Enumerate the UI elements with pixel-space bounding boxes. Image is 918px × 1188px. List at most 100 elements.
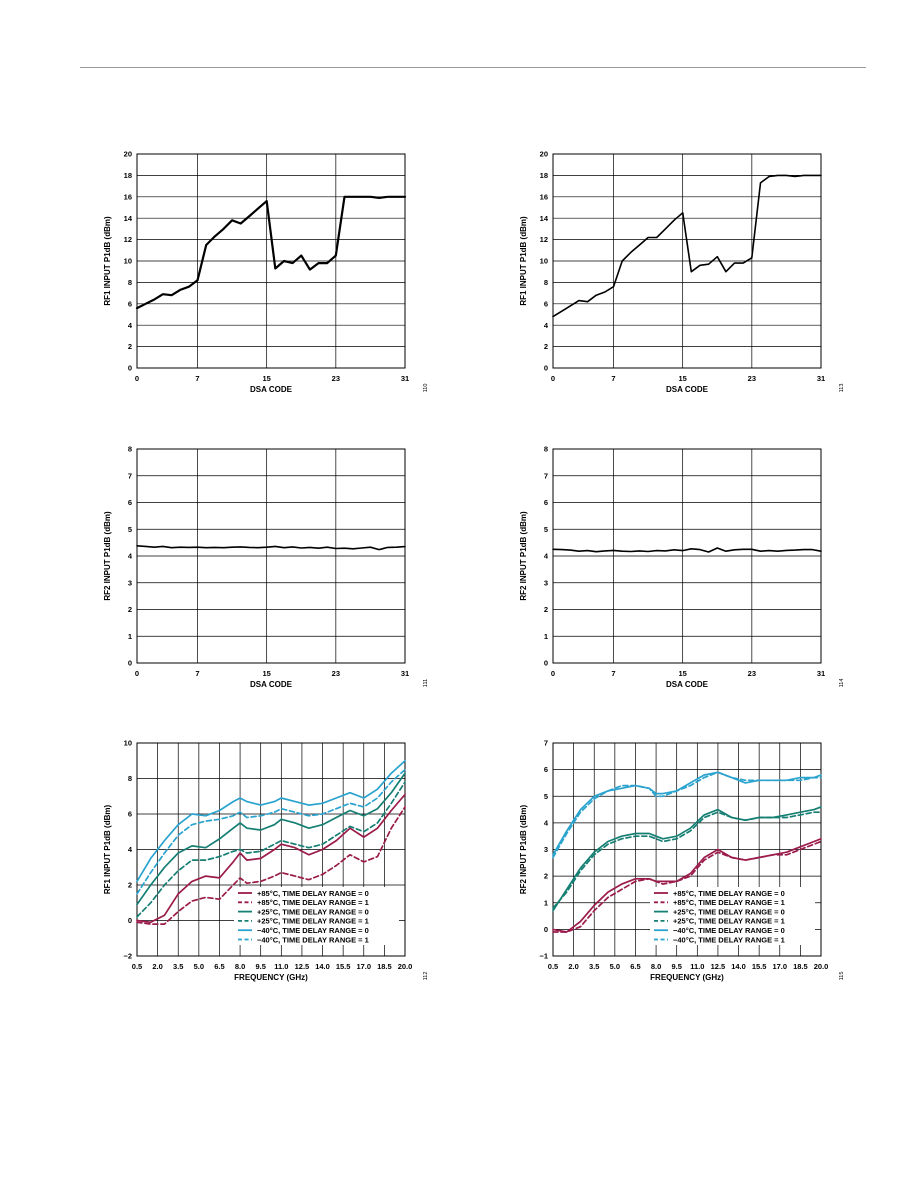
y-tick-label: 18 bbox=[124, 171, 132, 180]
x-tick-label: 18.5 bbox=[377, 962, 392, 971]
x-tick-label: 15.5 bbox=[752, 962, 767, 971]
legend-label: +25°C, TIME DELAY RANGE = 1 bbox=[673, 917, 785, 926]
y-tick-label: 6 bbox=[128, 299, 132, 308]
legend-label: +85°C, TIME DELAY RANGE = 1 bbox=[673, 898, 785, 907]
series-line-3 bbox=[552, 811, 822, 909]
figure-number: 112 bbox=[423, 972, 429, 981]
y-tick-label: 10 bbox=[124, 257, 132, 266]
legend-background bbox=[650, 887, 815, 945]
y-tick-label: 0 bbox=[128, 659, 132, 668]
x-axis-label: DSA CODE bbox=[250, 680, 293, 689]
x-tick-label: 31 bbox=[401, 669, 409, 678]
x-tick-label: 0 bbox=[551, 374, 555, 383]
y-axis-label: RF2 INPUT P1dB (dBm) bbox=[519, 511, 528, 601]
y-tick-label: 12 bbox=[540, 235, 548, 244]
y-tick-label: 2 bbox=[544, 605, 548, 614]
y-tick-label: 5 bbox=[544, 525, 548, 534]
y-tick-label: 4 bbox=[128, 845, 133, 854]
y-tick-label: 18 bbox=[540, 171, 548, 180]
x-tick-label: 15 bbox=[679, 374, 687, 383]
series-line-0 bbox=[136, 545, 406, 551]
x-tick-label: 23 bbox=[748, 374, 756, 383]
y-tick-label: 6 bbox=[544, 498, 548, 507]
y-tick-label: 0 bbox=[544, 364, 548, 373]
chart-rf1-p1db-vs-dsa-code-right: 0 7 15 23 31 0 2 4 6 8 10 12 14 16 18 20 DSA CODE RF1 INP… bbox=[511, 145, 861, 405]
y-tick-label: 16 bbox=[540, 192, 548, 201]
y-tick-label: 8 bbox=[128, 445, 132, 454]
y-tick-label: 6 bbox=[128, 498, 132, 507]
y-tick-label: 20 bbox=[124, 150, 132, 159]
figure-number: 111 bbox=[423, 679, 429, 687]
x-tick-label: 23 bbox=[332, 669, 340, 678]
plot-frame bbox=[552, 153, 822, 369]
legend: +85°C, TIME DELAY RANGE = 0+85°C, TIME D… bbox=[650, 887, 815, 945]
x-tick-label: 7 bbox=[195, 669, 199, 678]
legend-label: −40°C, TIME DELAY RANGE = 0 bbox=[673, 926, 785, 935]
figure-number: 115 bbox=[839, 972, 845, 981]
x-tick-label: 17.0 bbox=[772, 962, 787, 971]
y-tick-label: 2 bbox=[544, 342, 548, 351]
chart-rf2-p1db-vs-dsa-code-right: 0 7 15 23 31 0 1 2 3 4 5 6 7 8 DSA CODE RF2 INPUT P1dB … bbox=[511, 440, 861, 700]
x-tick-label: 6.5 bbox=[630, 962, 640, 971]
x-tick-label: 20.0 bbox=[814, 962, 829, 971]
y-tick-label: 2 bbox=[128, 342, 132, 351]
y-tick-label: −2 bbox=[123, 952, 132, 961]
legend-background bbox=[234, 887, 399, 945]
series-line-3 bbox=[136, 781, 406, 918]
x-tick-label: 18.5 bbox=[793, 962, 808, 971]
y-tick-label: 6 bbox=[544, 765, 548, 774]
x-tick-label: 0 bbox=[135, 669, 139, 678]
x-tick-label: 9.5 bbox=[255, 962, 265, 971]
x-tick-label: 14.0 bbox=[315, 962, 330, 971]
legend-label: +85°C, TIME DELAY RANGE = 0 bbox=[257, 889, 369, 898]
x-tick-label: 5.0 bbox=[610, 962, 620, 971]
plot-frame bbox=[552, 742, 822, 957]
chart-rf1-p1db-vs-dsa-code-left: 0 7 15 23 31 0 2 4 6 8 10 12 14 16 18 20 DSA CODE RF1 INP… bbox=[95, 145, 445, 405]
series-line-2 bbox=[552, 806, 822, 912]
x-tick-label: 0.5 bbox=[132, 962, 142, 971]
y-tick-label: 2 bbox=[128, 881, 132, 890]
series-line-0 bbox=[552, 174, 822, 318]
plot-frame bbox=[136, 153, 406, 369]
x-tick-label: 5.0 bbox=[194, 962, 204, 971]
legend-label: +25°C, TIME DELAY RANGE = 1 bbox=[257, 917, 369, 926]
figure-number: 113 bbox=[839, 384, 845, 393]
chart-svg: 0 7 15 23 31 0 2 4 6 8 10 12 14 16 18 20 DSA CODE RF1 INP… bbox=[519, 150, 845, 394]
x-tick-label: 23 bbox=[748, 669, 756, 678]
chart-svg: 0.5 2.0 3.5 5.0 6.5 8.0 9.5 11.0 12.5 14.0 15.5 17.… bbox=[519, 739, 845, 982]
x-tick-label: 31 bbox=[817, 669, 825, 678]
y-tick-label: 0 bbox=[128, 916, 132, 925]
y-tick-label: 7 bbox=[544, 739, 548, 748]
y-tick-label: 3 bbox=[544, 578, 548, 587]
x-tick-label: 7 bbox=[195, 374, 199, 383]
figure-number: 110 bbox=[423, 384, 429, 393]
series-line-0 bbox=[552, 547, 822, 553]
y-tick-label: 4 bbox=[544, 321, 549, 330]
y-tick-label: 6 bbox=[128, 810, 132, 819]
chart-rf2-p1db-vs-frequency: 0.5 2.0 3.5 5.0 6.5 8.0 9.5 11.0 12.5 14.0 15.5 17.… bbox=[511, 734, 861, 994]
x-tick-label: 2.0 bbox=[152, 962, 162, 971]
figure-number: 114 bbox=[839, 679, 845, 688]
y-tick-label: 0 bbox=[128, 364, 132, 373]
legend-label: +85°C, TIME DELAY RANGE = 0 bbox=[673, 889, 785, 898]
x-tick-label: 2.0 bbox=[568, 962, 578, 971]
y-tick-label: 4 bbox=[128, 321, 133, 330]
y-axis-label: RF1 INPUT P1dB (dBm) bbox=[103, 805, 112, 895]
x-tick-label: 11.0 bbox=[274, 962, 288, 971]
x-tick-label: 15 bbox=[263, 374, 271, 383]
x-axis-label: FREQUENCY (GHz) bbox=[234, 973, 308, 982]
y-tick-label: 8 bbox=[128, 278, 132, 287]
chart-rf1-p1db-vs-frequency: 0.5 2.0 3.5 5.0 6.5 8.0 9.5 11.0 12.5 14.0 15.5 17.… bbox=[95, 734, 445, 994]
x-tick-label: 6.5 bbox=[214, 962, 224, 971]
series-line-0 bbox=[552, 837, 822, 933]
legend-label: +85°C, TIME DELAY RANGE = 1 bbox=[257, 898, 369, 907]
y-tick-label: 2 bbox=[128, 605, 132, 614]
x-tick-label: 12.5 bbox=[711, 962, 726, 971]
series-line-5 bbox=[552, 771, 822, 859]
series-line-1 bbox=[552, 840, 822, 933]
chart-svg: 0.5 2.0 3.5 5.0 6.5 8.0 9.5 11.0 12.5 14.0 15.5 17.… bbox=[103, 739, 429, 982]
x-tick-label: 8.0 bbox=[235, 962, 245, 971]
y-tick-label: −1 bbox=[539, 952, 548, 961]
x-tick-label: 11.0 bbox=[690, 962, 704, 971]
